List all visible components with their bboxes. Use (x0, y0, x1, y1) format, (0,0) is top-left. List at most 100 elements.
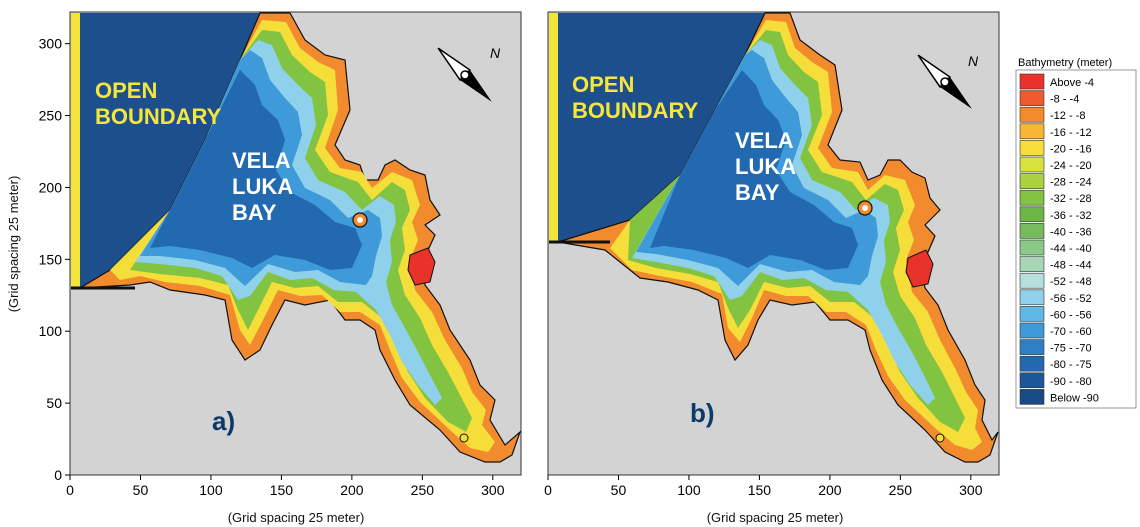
open-boundary-strip (71, 13, 80, 288)
deep-water-region (558, 13, 765, 242)
legend-entry-label: -90 - -80 (1050, 376, 1092, 388)
legend-entry-label: -24 - -20 (1050, 160, 1092, 172)
legend-swatch (1019, 239, 1045, 256)
legend-entry-label: -20 - -16 (1050, 143, 1092, 155)
x-axis: 0 50 100 150 200 250 300 (66, 475, 505, 498)
legend-swatch (1019, 73, 1045, 90)
legend-swatch (1019, 156, 1045, 173)
y-tick-label: 300 (39, 36, 63, 52)
bay-label-line-1: VELA (232, 148, 291, 173)
islet (862, 205, 868, 211)
bay-label-line-3: BAY (735, 180, 780, 205)
x-tick-label: 300 (481, 482, 505, 498)
legend-swatch (1019, 90, 1045, 106)
legend-entry-label: -70 - -60 (1050, 326, 1092, 338)
legend-swatch (1019, 123, 1045, 140)
x-tick-label: 150 (748, 482, 772, 498)
legend-entry-label: -28 - -24 (1050, 177, 1092, 189)
legend-swatch (1019, 256, 1045, 272)
headland (407, 247, 436, 286)
legend-swatch (1019, 372, 1045, 389)
legend-entry-label: -32 - -28 (1050, 193, 1092, 205)
legend-entry-label: -16 - -12 (1050, 127, 1092, 139)
y-axis-label: (Grid spacing 25 meter) (6, 176, 21, 313)
x-tick-label: 200 (340, 482, 364, 498)
islet (357, 217, 363, 223)
legend-swatch (1019, 140, 1045, 156)
legend-entry-label: -52 - -48 (1050, 276, 1092, 288)
legend-entry-label: -60 - -56 (1050, 309, 1092, 321)
legend-swatch (1019, 106, 1045, 123)
bay-label-line-1: VELA (735, 128, 794, 153)
x-tick-label: 0 (544, 482, 552, 498)
bay-deepest-basin (650, 70, 858, 270)
legend-swatch (1019, 389, 1045, 405)
legend: Bathymetry (meter) Above -4 -8 - -4 -12 - … (1015, 57, 1137, 409)
y-tick-label: 100 (39, 323, 63, 339)
x-tick-label: 50 (133, 482, 149, 498)
y-axis: 0 50 100 150 200 250 300 (39, 36, 70, 483)
open-label-line-1: OPEN (572, 72, 634, 97)
legend-swatch (1019, 289, 1045, 306)
legend-entry-label: -56 - -52 (1050, 293, 1092, 305)
legend-swatch (1019, 272, 1045, 289)
legend-frame (1015, 69, 1137, 409)
x-tick-label: 300 (959, 482, 983, 498)
legend-entry-label: -12 - -8 (1050, 110, 1085, 122)
legend-swatch (1019, 206, 1045, 223)
legend-swatch (1019, 339, 1045, 355)
y-tick-label: 0 (54, 467, 62, 483)
legend-entry-label: -36 - -32 (1050, 210, 1092, 222)
x-tick-label: 100 (199, 482, 223, 498)
legend-entry-label: -44 - -40 (1050, 243, 1092, 255)
legend-entry-label: -40 - -36 (1050, 226, 1092, 238)
x-tick-label: 0 (66, 482, 74, 498)
legend-swatch (1019, 189, 1045, 206)
legend-entry-label: -8 - -4 (1050, 94, 1079, 106)
y-tick-label: 200 (39, 179, 63, 195)
y-tick-label: 150 (39, 251, 63, 267)
x-tick-label: 50 (611, 482, 627, 498)
legend-swatch (1019, 306, 1045, 322)
panel-letter: b) (690, 398, 715, 428)
islet (935, 433, 945, 443)
x-axis-label: (Grid spacing 25 meter) (228, 510, 365, 525)
y-tick-label: 50 (46, 395, 62, 411)
panel-b: OPEN BOUNDARY VELA LUKA BAY b) N 0 50 100 1… (544, 11, 1000, 525)
north-arrow-letter: N (490, 45, 501, 61)
bay-label-line-2: LUKA (735, 154, 796, 179)
bay-label-line-2: LUKA (232, 174, 293, 199)
deep-water-region (80, 13, 260, 288)
headland (905, 249, 934, 288)
legend-entry-label: Below -90 (1050, 392, 1099, 404)
open-label-line-2: BOUNDARY (572, 98, 699, 123)
islet (459, 433, 469, 443)
legend-swatch (1019, 322, 1045, 339)
legend-entry-label: -48 - -44 (1050, 260, 1092, 272)
x-axis: 0 50 100 150 200 250 300 (544, 475, 983, 498)
x-tick-label: 150 (270, 482, 294, 498)
bay-deepest-basin (150, 70, 362, 270)
legend-swatch (1019, 173, 1045, 189)
legend-title: Bathymetry (meter) (1018, 57, 1112, 69)
open-label-line-1: OPEN (95, 78, 157, 103)
north-arrow-letter: N (968, 53, 979, 69)
panel-a: OPEN BOUNDARY VELA LUKA BAY a) N 0 50 100 1… (6, 11, 522, 525)
north-arrow-icon (437, 47, 492, 102)
x-axis-label: (Grid spacing 25 meter) (707, 510, 844, 525)
legend-entry-label: Above -4 (1050, 77, 1094, 89)
open-label-line-2: BOUNDARY (95, 104, 222, 129)
legend-swatch (1019, 223, 1045, 239)
panel-letter: a) (212, 406, 235, 436)
legend-swatch (1019, 355, 1045, 372)
y-tick-label: 250 (39, 108, 63, 124)
x-tick-label: 250 (889, 482, 913, 498)
open-boundary-strip (549, 13, 558, 242)
legend-entry-label: -75 - -70 (1050, 343, 1092, 355)
x-tick-label: 250 (411, 482, 435, 498)
x-tick-label: 200 (818, 482, 842, 498)
north-arrow-icon (917, 54, 972, 109)
bay-label-line-3: BAY (232, 200, 277, 225)
x-tick-label: 100 (677, 482, 701, 498)
